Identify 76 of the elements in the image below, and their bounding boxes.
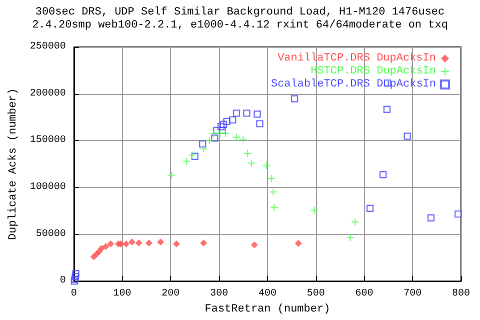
y-axis-title: Duplicate Acks (number) — [8, 88, 20, 240]
legend-label: ScalableTCP.DRS DupAcksIn — [270, 78, 436, 90]
point — [352, 218, 359, 226]
point — [294, 240, 302, 247]
point — [102, 242, 110, 250]
y-tick-label: 100000 — [30, 182, 66, 193]
point — [244, 150, 252, 158]
point — [200, 145, 208, 152]
point — [290, 95, 298, 102]
point — [220, 120, 228, 128]
point — [427, 214, 435, 222]
point — [232, 134, 240, 141]
x-axis-title: FastRetran (number) — [204, 304, 330, 316]
y-tick-label: 250000 — [30, 42, 66, 52]
x-tick-label: 600 — [355, 288, 374, 300]
point — [270, 204, 278, 211]
point — [71, 276, 78, 283]
x-tick-label: 800 — [452, 288, 470, 300]
point — [454, 210, 462, 218]
point — [211, 134, 218, 142]
point — [310, 206, 318, 214]
point — [72, 272, 79, 280]
point — [107, 240, 114, 248]
y-tick-label: 50000 — [36, 228, 66, 240]
y-tick-label: 150000 — [30, 135, 66, 146]
chart-title: 300sec DRS, UDP Self Similar Background Load, H1-M120 1476usec — [35, 6, 445, 18]
point — [157, 238, 164, 246]
x-tick-label: 0 — [70, 288, 77, 300]
legend-label: HSTCP.DRS DupAcksIn — [310, 66, 436, 78]
point — [188, 152, 196, 159]
y-tick-label: 200000 — [30, 88, 66, 100]
point — [366, 204, 374, 212]
point — [117, 240, 124, 248]
point — [383, 106, 391, 113]
point — [268, 175, 275, 182]
point — [243, 110, 250, 117]
point — [72, 270, 80, 278]
point — [122, 240, 130, 248]
x-tick-label: 200 — [162, 288, 180, 300]
point — [346, 234, 354, 242]
point — [232, 110, 240, 117]
point — [262, 162, 270, 170]
point — [222, 130, 229, 137]
point — [254, 110, 261, 118]
point — [172, 240, 180, 248]
point — [270, 188, 277, 196]
chart-subtitle: 2.4.20smp web100-2.2.1, e1000-4.4.12 rxint 64/64moderate on txq — [32, 20, 448, 32]
x-tick-label: 700 — [404, 288, 422, 300]
point — [183, 158, 190, 165]
point — [240, 136, 247, 143]
point — [229, 116, 236, 124]
point — [199, 140, 206, 148]
x-tick-label: 500 — [306, 288, 325, 300]
point — [128, 238, 136, 246]
point — [379, 171, 387, 178]
point — [145, 239, 152, 246]
point — [135, 239, 142, 246]
point — [70, 278, 78, 285]
x-tick-label: 100 — [113, 288, 132, 300]
x-tick-label: 300 — [210, 288, 228, 300]
point — [256, 120, 264, 128]
point — [210, 130, 218, 137]
legend-label: VanillaTCP.DRS DupAcksIn — [278, 52, 436, 64]
point — [168, 172, 176, 179]
point — [98, 244, 105, 252]
y-tick-label: 0 — [60, 276, 66, 287]
point — [248, 160, 255, 167]
point — [200, 239, 208, 246]
point — [404, 132, 411, 140]
x-tick-label: 400 — [258, 288, 276, 300]
point — [250, 241, 258, 248]
point — [217, 122, 225, 130]
point — [218, 126, 226, 134]
point — [206, 137, 213, 144]
point — [191, 152, 198, 160]
point — [223, 118, 230, 126]
